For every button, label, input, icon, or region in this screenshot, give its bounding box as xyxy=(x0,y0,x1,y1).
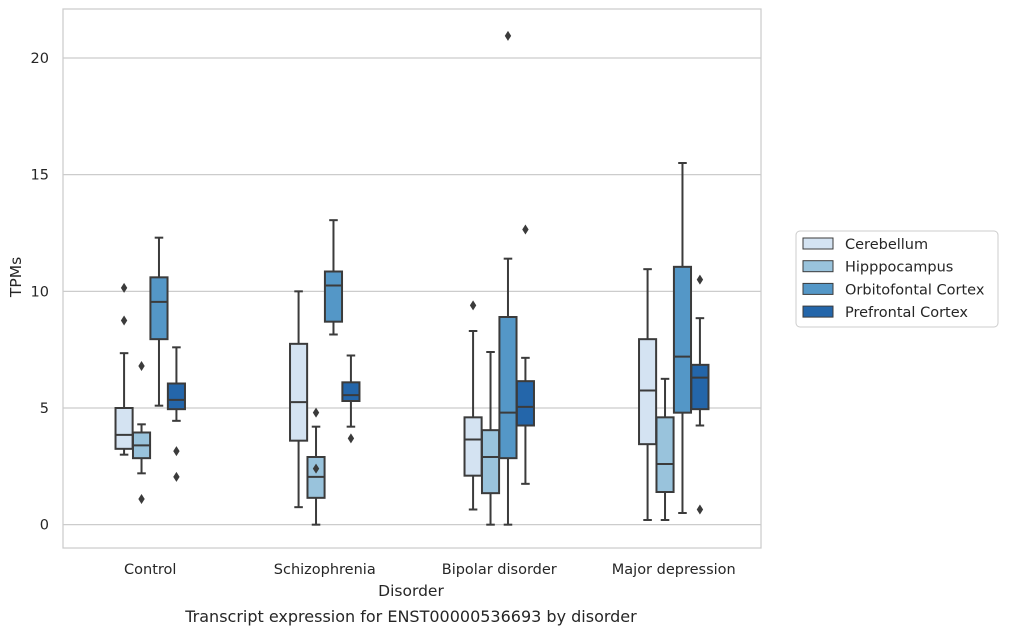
box-orbitofontal-cortex-3 xyxy=(672,162,693,514)
x-tick-label-bipolar-disorder: Bipolar disorder xyxy=(442,562,557,578)
box-iqr xyxy=(341,381,361,403)
legend-items: Cerebellum Hipppocampus Orbitofontal Corte… xyxy=(802,237,985,321)
outlier-point xyxy=(173,446,180,457)
box-hipppocampus-1 xyxy=(306,407,326,526)
outlier-point xyxy=(173,471,180,482)
legend-label-hipppocampus: Hipppocampus xyxy=(845,260,953,276)
box-prefrontal-cortex-1 xyxy=(341,354,361,444)
box-iqr xyxy=(480,429,501,495)
box-series-layer xyxy=(114,30,710,526)
box-cerebellum-1 xyxy=(289,290,309,509)
box-hipppocampus-3 xyxy=(655,377,675,521)
box-iqr xyxy=(655,416,675,494)
legend-label-cerebellum: Cerebellum xyxy=(845,237,928,253)
box-orbitofontal-cortex-2 xyxy=(498,30,518,526)
chart-caption: Transcript expression for ENST0000053669… xyxy=(184,607,637,626)
box-iqr xyxy=(463,416,483,477)
outlier-point xyxy=(120,282,128,293)
outlier-point xyxy=(696,274,704,285)
box-orbitofontal-cortex-1 xyxy=(323,219,344,336)
box-orbitofontal-cortex-0 xyxy=(149,236,169,407)
legend-label-prefrontal-cortex: Prefrontal Cortex xyxy=(845,305,968,321)
outlier-point xyxy=(469,300,477,311)
legend-swatch-prefrontal-cortex xyxy=(802,305,834,318)
box-iqr xyxy=(149,276,169,341)
legend-swatch-orbitofontal-cortex xyxy=(802,282,834,295)
outlier-point xyxy=(522,224,529,235)
box-iqr xyxy=(515,380,535,427)
box-prefrontal-cortex-0 xyxy=(166,346,186,482)
x-tick-label-major-depression: Major depression xyxy=(612,562,736,578)
y-tick-label-5: 5 xyxy=(40,401,49,417)
box-cerebellum-0 xyxy=(114,282,134,456)
legend: Cerebellum Hipppocampus Orbitofontal Corte… xyxy=(795,230,999,328)
outlier-point xyxy=(312,463,320,474)
outlier-point xyxy=(347,433,355,444)
y-tick-labels: 0 5 10 15 20 xyxy=(31,51,49,534)
series-cerebellum xyxy=(114,268,658,521)
y-tick-label-10: 10 xyxy=(31,284,49,300)
outlier-point xyxy=(312,407,320,418)
box-iqr xyxy=(672,265,693,414)
series-hipppocampus xyxy=(131,351,675,526)
outlier-point xyxy=(138,361,145,371)
box-hipppocampus-2 xyxy=(480,351,501,526)
box-iqr xyxy=(638,338,658,446)
legend-label-orbitofontal-cortex: Orbitofontal Cortex xyxy=(845,282,985,298)
box-iqr xyxy=(289,342,309,442)
box-hipppocampus-0 xyxy=(131,361,152,504)
outlier-point xyxy=(696,504,704,515)
box-iqr xyxy=(690,363,710,411)
x-tick-label-schizophrenia: Schizophrenia xyxy=(274,562,376,578)
outlier-point xyxy=(120,315,128,326)
outlier-point xyxy=(138,494,145,504)
y-axis-label: TPMs xyxy=(7,257,25,298)
outlier-point xyxy=(504,30,512,41)
legend-swatch-cerebellum xyxy=(802,237,834,250)
legend-frame xyxy=(795,230,999,328)
legend-swatch-hipppocampus xyxy=(802,260,834,273)
box-iqr xyxy=(114,407,134,450)
y-tick-label-20: 20 xyxy=(31,51,49,67)
box-iqr xyxy=(323,270,344,323)
y-tick-label-0: 0 xyxy=(40,518,49,534)
x-tick-label-control: Control xyxy=(124,562,176,578)
series-orbitofontal-cortex xyxy=(149,30,693,526)
box-prefrontal-cortex-2 xyxy=(515,224,535,485)
box-iqr xyxy=(498,316,518,460)
series-prefrontal-cortex xyxy=(166,224,710,515)
plot-area-frame xyxy=(62,8,762,549)
box-cerebellum-3 xyxy=(638,268,658,521)
y-tick-label-15: 15 xyxy=(31,168,49,184)
box-prefrontal-cortex-3 xyxy=(690,274,710,515)
x-axis-label: Disorder xyxy=(378,582,444,600)
box-iqr xyxy=(166,382,186,411)
x-tick-labels: Control Schizophrenia Bipolar disorder Majo… xyxy=(124,562,736,578)
